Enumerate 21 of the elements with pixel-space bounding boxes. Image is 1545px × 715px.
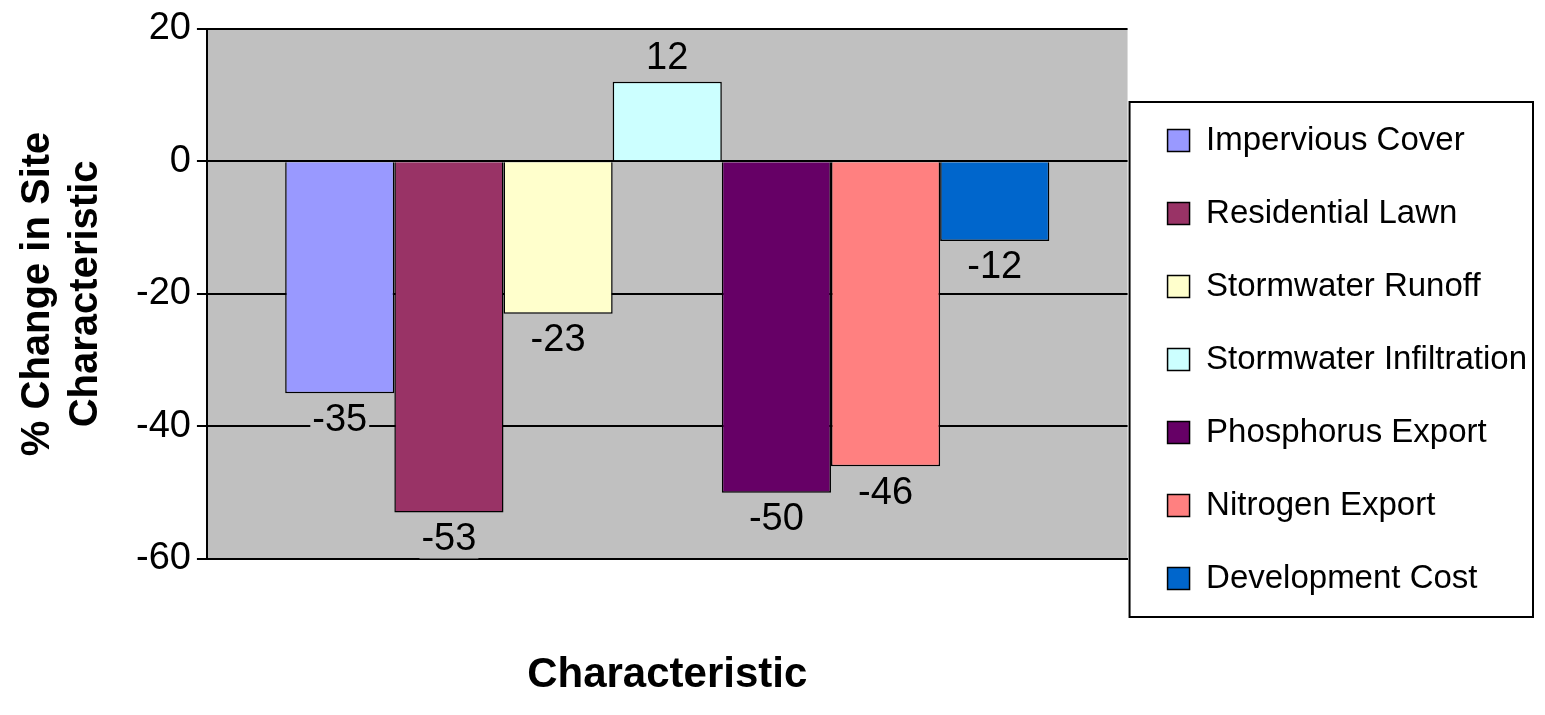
data-label: -12 — [967, 244, 1023, 287]
legend-label: Stormwater Runoff — [1206, 265, 1482, 303]
legend-label: Stormwater Infiltration — [1206, 338, 1528, 376]
data-label: -53 — [421, 516, 477, 559]
legend-label: Impervious Cover — [1206, 119, 1465, 157]
data-label: 12 — [646, 35, 689, 78]
legend-label: Nitrogen Export — [1206, 484, 1436, 522]
data-label: -46 — [858, 469, 914, 512]
y-tick-label: -20 — [136, 270, 191, 313]
legend-label: Residential Lawn — [1206, 192, 1458, 230]
y-tick-label: -60 — [136, 535, 191, 578]
x-axis-title: Characteristic — [527, 649, 808, 697]
data-label: -35 — [312, 396, 368, 439]
data-label: -23 — [530, 317, 586, 360]
y-axis-title: % Change in Site Characteristic — [13, 131, 106, 457]
y-tick-label: 0 — [169, 137, 191, 180]
y-tick-label: -40 — [136, 402, 191, 445]
y-tick-label: 20 — [148, 5, 191, 48]
legend-label: Phosphorus Export — [1206, 411, 1487, 449]
legend-label: Development Cost — [1206, 557, 1478, 595]
data-label: -50 — [748, 496, 804, 539]
